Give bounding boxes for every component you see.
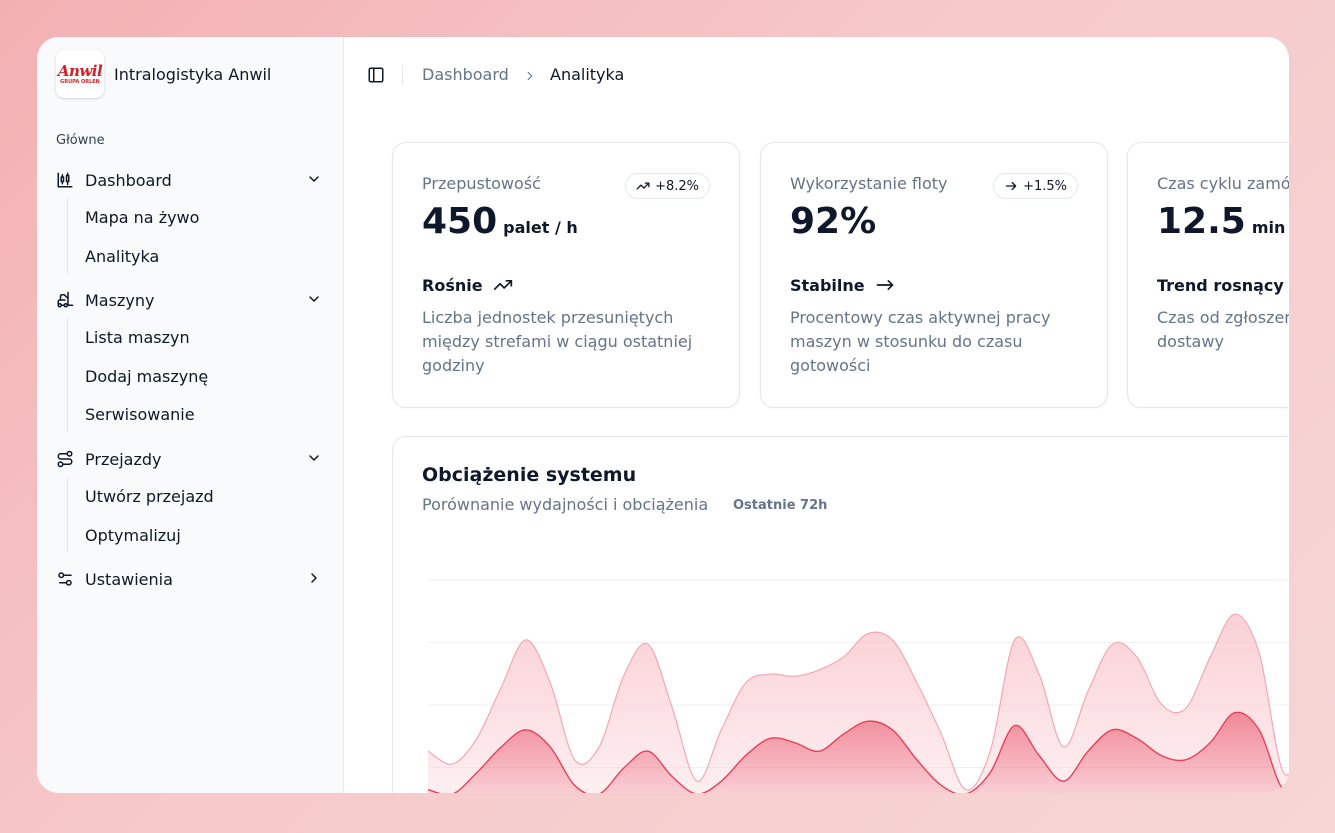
forklift-icon [56,291,74,309]
sliders-icon [56,570,74,588]
sidebar-item-label: Przejazdy [85,449,162,469]
panel-subtitle: Porównanie wydajności i obciążenia [422,495,709,514]
breadcrumb-parent[interactable]: Dashboard [422,65,509,84]
value-number: 450 [422,201,498,242]
sidebar-subitem-optimize[interactable]: Optymalizuj [85,526,181,545]
trending-up-icon [636,182,650,190]
card-trend: Trend rosnący [1157,275,1289,295]
chevron-right-icon [523,68,537,82]
sidebar-item-settings[interactable]: Ustawienia [56,565,324,593]
chevron-right-icon [306,570,322,586]
sidebar: Anwil GRUPA ORLEN Intralogistyka Anwil G… [37,37,344,793]
kpi-card-order-cycle: Czas cyklu zamówienia 12.5 min Trend rosn… [1127,142,1289,408]
card-description: Procentowy czas aktywnej pracy maszyn w … [790,308,1051,375]
card-value: 12.5 min [1157,201,1285,242]
sidebar-subitem-analytics[interactable]: Analityka [85,247,160,266]
company-logo: Anwil GRUPA ORLEN [56,50,104,98]
value-number: 92% [790,201,877,242]
submenu-line [67,318,68,432]
sidebar-item-label: Ustawienia [85,569,173,589]
series-a-area [428,614,1289,793]
card-description: Liczba jednostek przesuniętych między st… [422,308,693,375]
main-content: Dashboard Analityka Przepustowość +8.2% … [344,37,1289,793]
kpi-card-throughput: Przepustowość +8.2% 450 palet / h Rośnie … [392,142,740,408]
trend-text: Trend rosnący [1157,275,1284,295]
sidebar-item-label: Maszyny [85,290,155,310]
trend-text: Stabilne [790,275,865,295]
value-number: 12.5 [1157,201,1246,242]
brand[interactable]: Anwil GRUPA ORLEN Intralogistyka Anwil [56,50,271,98]
card-title: Wykorzystanie floty [790,174,948,193]
sidebar-item-machines[interactable]: Maszyny [56,286,324,314]
value-unit: palet / h [503,218,578,237]
time-range-label[interactable]: Ostatnie 72h [733,498,828,513]
chevron-down-icon [306,450,322,466]
app-window: Anwil GRUPA ORLEN Intralogistyka Anwil G… [37,37,1289,793]
card-trend: Stabilne [790,275,895,295]
sidebar-item-dashboard[interactable]: Dashboard [56,166,324,194]
sidebar-subitem-create-route[interactable]: Utwórz przejazd [85,487,214,506]
breadcrumb-current: Analityka [550,65,625,84]
series-b-line [428,711,1289,793]
card-value: 450 palet / h [422,201,578,242]
arrow-right-icon [876,280,893,290]
logo-text: Anwil [57,62,103,80]
sidebar-subitem-add-machine[interactable]: Dodaj maszynę [85,367,209,386]
card-title: Przepustowość [422,174,541,193]
sidebar-item-label: Dashboard [85,170,172,190]
system-load-panel: Obciążenie systemu Porównanie wydajności… [392,436,1289,793]
value-unit: min [1251,218,1286,237]
arrow-right-icon [1005,181,1017,191]
chevron-down-icon [306,291,322,307]
kpi-card-fleet-utilization: Wykorzystanie floty +1.5% 92% Stabilne P… [760,142,1108,408]
trend-text: Rośnie [422,275,483,295]
divider [402,65,403,85]
route-icon [56,450,74,468]
chevron-down-icon [306,171,322,187]
submenu-line [67,198,68,274]
app-name: Intralogistyka Anwil [114,64,272,84]
badge-text: +1.5% [1023,178,1067,194]
panel-title: Obciążenie systemu [422,464,637,486]
system-load-chart [428,579,1289,793]
sidebar-group-label: Główne [56,133,105,148]
submenu-line [67,477,68,553]
logo-subtext: GRUPA ORLEN [60,79,100,85]
sidebar-toggle-icon[interactable] [367,66,385,84]
sidebar-subitem-live-map[interactable]: Mapa na żywo [85,208,200,227]
sidebar-subitem-service[interactable]: Serwisowanie [85,405,195,424]
change-badge: +1.5% [993,173,1078,199]
trending-up-icon [493,280,512,290]
chart-candlestick-icon [56,171,74,189]
sidebar-item-routes[interactable]: Przejazdy [56,445,324,473]
change-badge: +8.2% [625,173,710,199]
series-a-line [428,613,1289,791]
badge-text: +8.2% [655,178,699,194]
card-title: Czas cyklu zamówienia [1157,174,1289,193]
card-description: Czas od zgłoszenia do ukończenia dostawy [1157,308,1289,351]
sidebar-subitem-machine-list[interactable]: Lista maszyn [85,328,190,347]
card-trend: Rośnie [422,275,513,295]
top-bar: Dashboard Analityka [344,37,1289,113]
card-value: 92% [790,201,876,242]
